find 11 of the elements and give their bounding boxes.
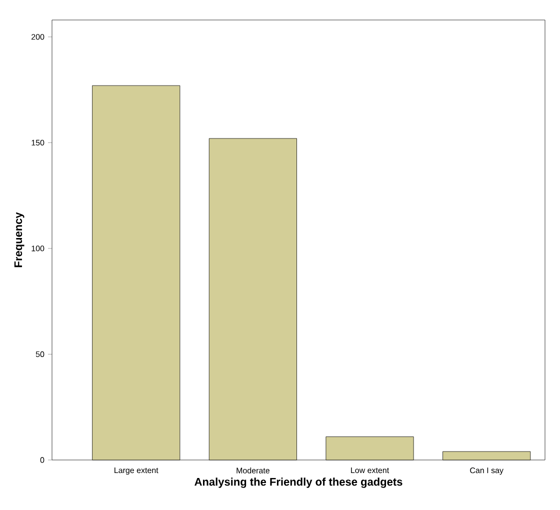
y-tick-label: 50 — [36, 351, 44, 358]
x-tick-label: Can I say — [470, 468, 504, 475]
y-tick-label: 200 — [32, 34, 44, 40]
x-tick-label: Moderate — [236, 468, 270, 474]
y-tick-label: 100 — [32, 246, 44, 252]
y-tick-label: 150 — [32, 140, 44, 146]
x-tick-label: Low extent — [351, 468, 390, 474]
x-tick-label: Large extent — [114, 468, 158, 475]
y-axis-title: Frequency — [14, 212, 24, 268]
y-tick-label: 0 — [40, 457, 44, 463]
x-axis-title: Analysing the Friendly of these gadgets — [194, 478, 402, 488]
